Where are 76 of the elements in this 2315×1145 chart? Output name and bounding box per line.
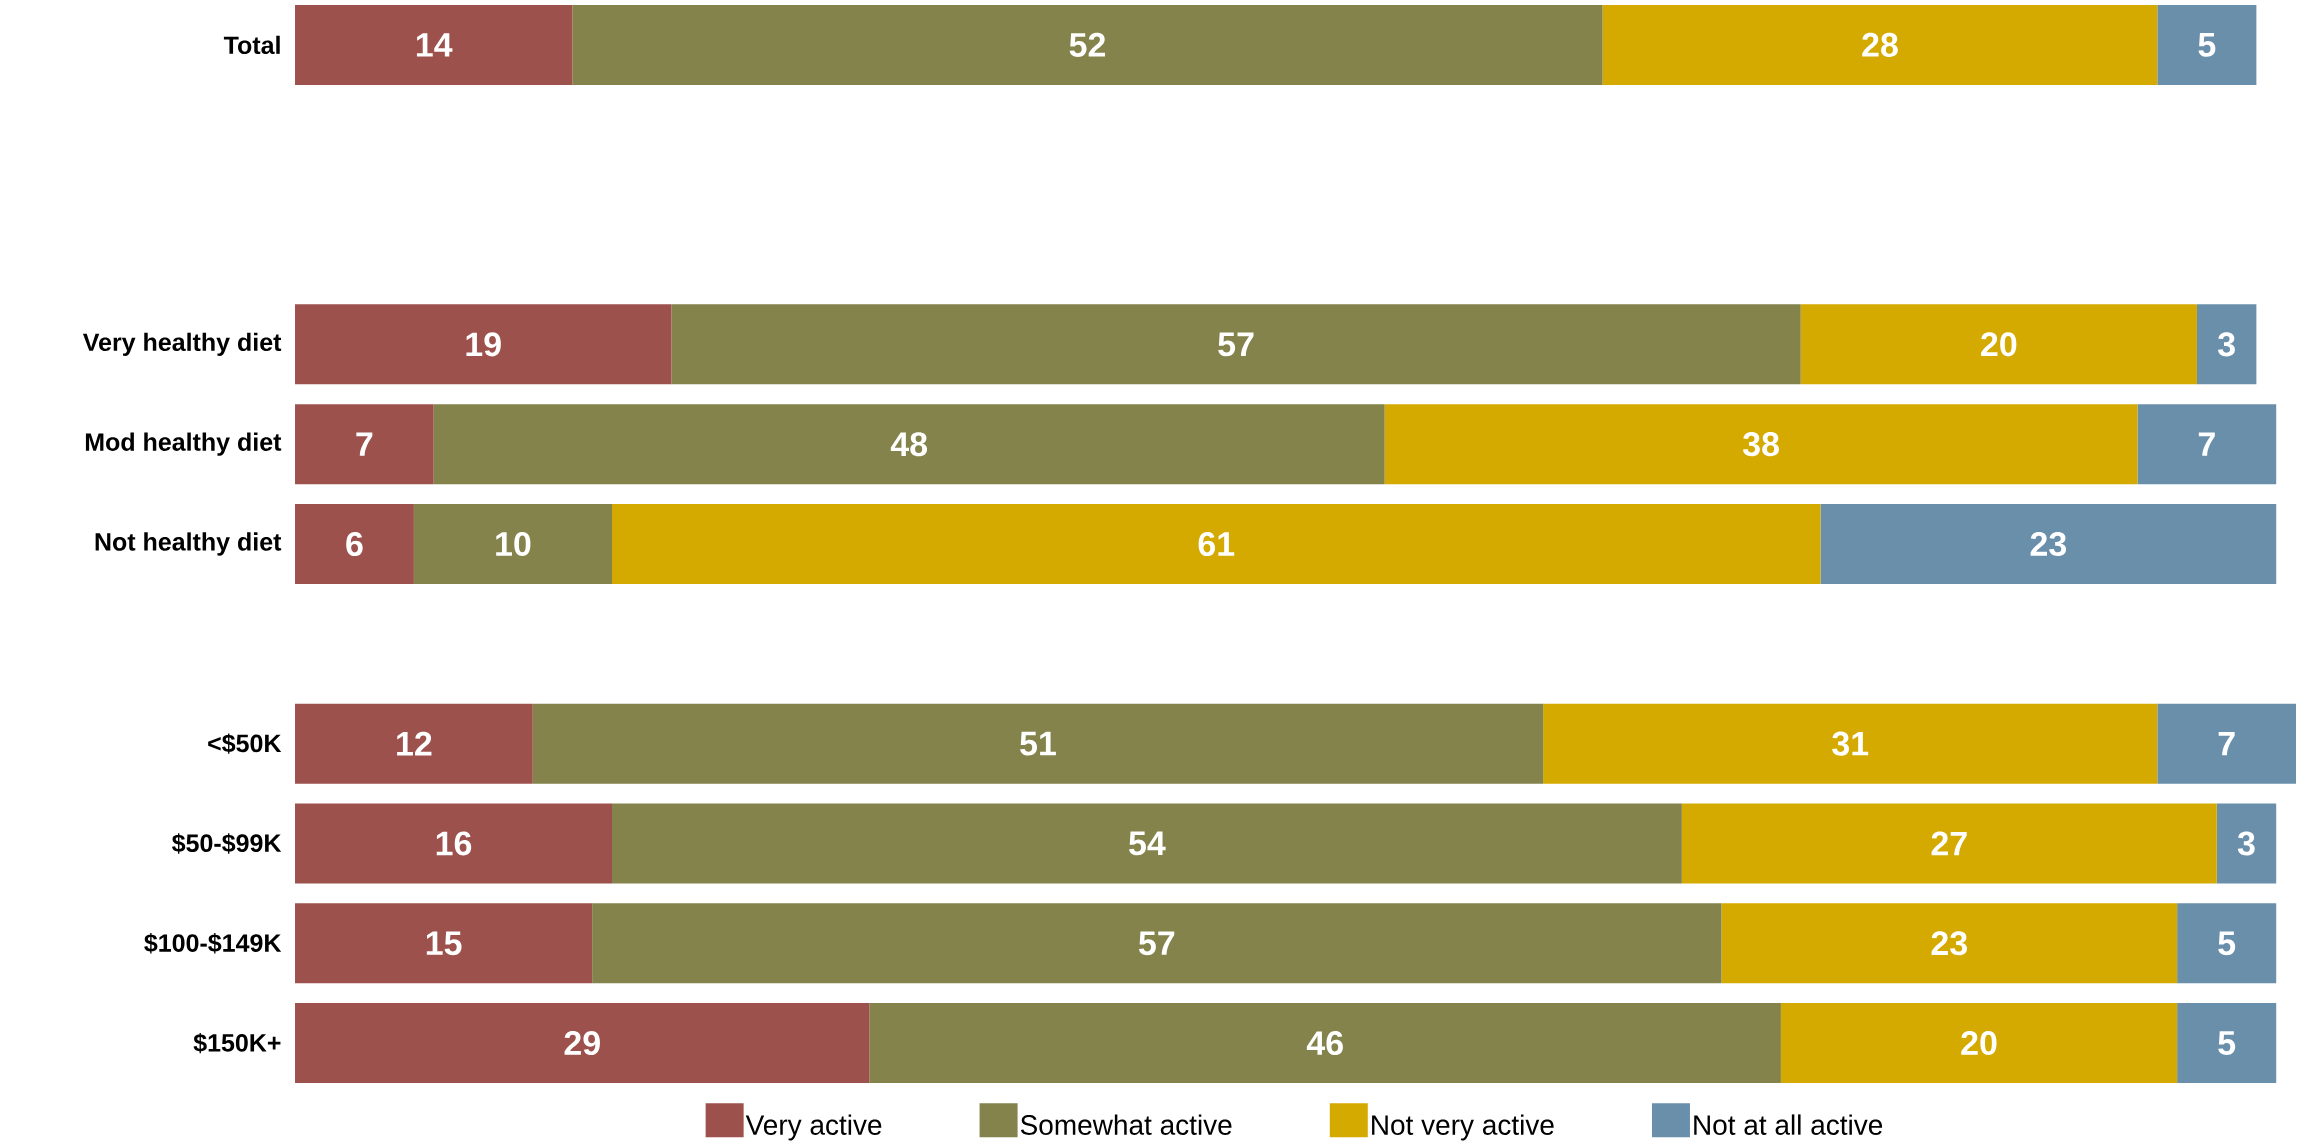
bar (2137, 404, 2277, 485)
bar (295, 304, 672, 385)
data-label: 12 (397, 731, 432, 756)
bar (2157, 703, 2297, 784)
y-tick-label: Not healthy diet (95, 532, 282, 556)
y-tick-label: $100-$149K (144, 933, 282, 954)
legend-label: Not very active (1372, 1114, 1554, 1141)
legend-label: Not at all active (1694, 1114, 1883, 1135)
data-label: 6 (346, 531, 363, 557)
data-label: 10 (496, 531, 531, 557)
bar (1721, 903, 2178, 984)
data-label: 23 (2030, 531, 2067, 557)
bar (2196, 304, 2257, 385)
bar (1820, 504, 2277, 585)
data-label: 23 (1931, 931, 1967, 956)
data-label: 20 (1981, 332, 2017, 357)
bar (532, 703, 1544, 784)
data-label: 14 (416, 33, 453, 57)
bar (2177, 1003, 2277, 1084)
data-label: 51 (1020, 731, 1056, 756)
data-label: 7 (356, 432, 373, 456)
legend-label: Very active (745, 1114, 882, 1141)
data-label: 5 (2218, 931, 2236, 956)
data-label: 3 (2218, 332, 2235, 357)
data-label: 54 (1129, 831, 1166, 856)
data-label: 7 (2198, 432, 2215, 456)
y-tick-label: <$50K (208, 733, 282, 754)
data-label: 3 (2237, 831, 2255, 856)
data-label: 61 (1198, 531, 1235, 557)
data-label: 16 (436, 831, 472, 856)
bar (413, 504, 612, 585)
data-label: 57 (1218, 332, 1254, 357)
bar (1681, 803, 2217, 884)
bar (572, 4, 1603, 85)
bar (2157, 4, 2257, 85)
bar (592, 903, 1722, 984)
data-label: 7 (2218, 731, 2235, 756)
data-label: 19 (466, 332, 501, 357)
data-label: 5 (2198, 33, 2216, 57)
bar (1800, 304, 2197, 385)
bar (295, 803, 612, 884)
bar (295, 1003, 870, 1084)
data-label: 27 (1931, 831, 1967, 856)
bar (1780, 1003, 2178, 1084)
data-label: 15 (426, 931, 462, 956)
y-tick-label: Mod healthy diet (85, 432, 282, 456)
data-label: 31 (1832, 731, 1869, 756)
data-label: 5 (2218, 1031, 2236, 1055)
bar (1602, 4, 2158, 85)
bar (2216, 803, 2277, 884)
bar (295, 903, 593, 984)
bar (295, 504, 414, 585)
data-label: 29 (564, 1031, 600, 1056)
bar (2177, 903, 2277, 984)
data-label: 46 (1306, 1031, 1343, 1056)
y-tick-label: Very healthy diet (82, 332, 282, 357)
bar (295, 4, 573, 85)
data-label: 52 (1069, 32, 1106, 57)
data-label: 28 (1862, 32, 1898, 57)
bar (869, 1003, 1781, 1084)
bar (612, 803, 1682, 884)
data-label: 38 (1742, 432, 1779, 457)
y-tick-label: Total (223, 35, 280, 55)
data-label: 20 (1961, 1031, 1997, 1056)
data-label: 48 (890, 432, 928, 457)
bar (433, 404, 1385, 485)
y-tick-label: $50-$99K (172, 833, 282, 854)
bar (1384, 404, 2138, 485)
bar (671, 304, 1801, 385)
bar (1543, 703, 2158, 784)
legend-label: Somewhat active (1020, 1114, 1232, 1135)
bar (612, 504, 1821, 585)
y-tick-label: $150K+ (193, 1032, 281, 1054)
bar (295, 404, 434, 485)
data-label: 57 (1138, 931, 1175, 956)
bar (295, 703, 533, 784)
